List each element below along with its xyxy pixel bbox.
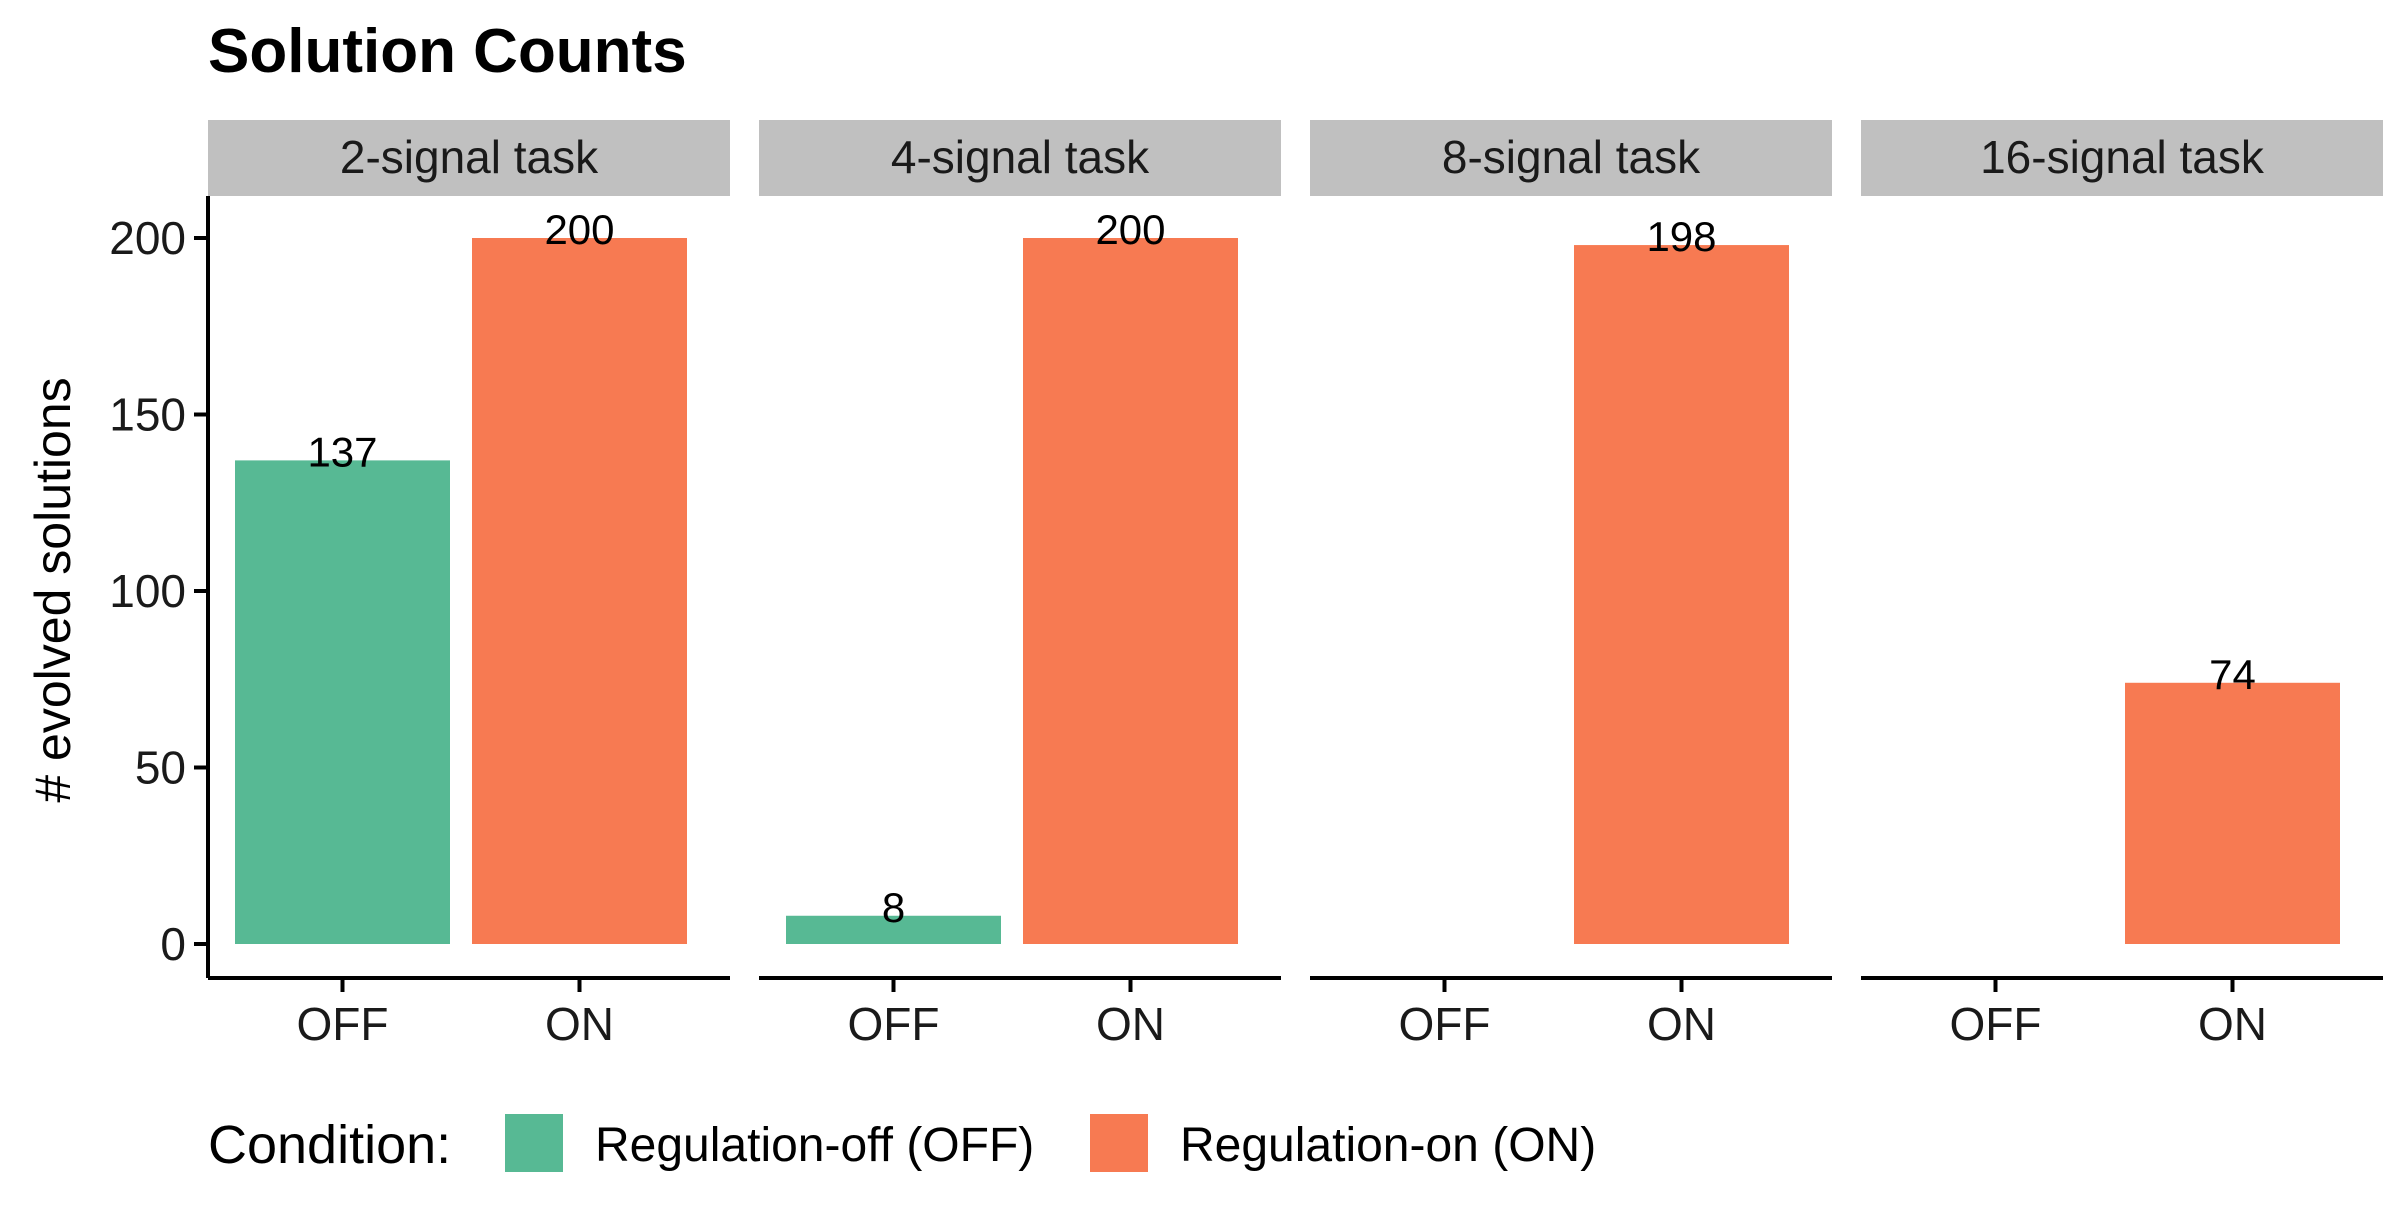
x-tick-label: ON	[2198, 998, 2267, 1050]
data-label: 200	[1095, 206, 1165, 253]
legend-label: Regulation-on (ON)	[1180, 1119, 1596, 1172]
legend-title: Condition:	[208, 1115, 451, 1175]
x-tick-label: ON	[1647, 998, 1716, 1050]
y-tick-label: 150	[109, 389, 186, 441]
y-axis-label: # evolved solutions	[25, 377, 81, 802]
y-tick-label: 100	[109, 565, 186, 617]
y-tick-label: 200	[109, 212, 186, 264]
facet-strip	[759, 120, 1281, 196]
y-tick-label: 0	[160, 918, 186, 970]
x-tick-label: OFF	[1950, 998, 2042, 1050]
facet-strip-label: 4-signal task	[891, 131, 1150, 183]
facet-panel: 8-signal task OFF ON 198	[1310, 120, 1832, 1050]
bar-on	[2125, 682, 2340, 944]
legend-label: Regulation-off (OFF)	[595, 1119, 1034, 1172]
x-tick-label: OFF	[1399, 998, 1491, 1050]
bar-off	[786, 915, 1001, 944]
facet-panels: 2-signal task OFF 137 ON 200 4-signal task OFF…	[208, 120, 2383, 1050]
facet-strip	[208, 120, 730, 196]
x-tick-label: ON	[545, 998, 614, 1050]
facet-panel: 16-signal task OFF ON 74	[1861, 120, 2383, 1050]
legend-swatch-on	[1090, 1114, 1148, 1172]
data-label: 137	[307, 428, 377, 475]
chart-title: Solution Counts	[208, 17, 687, 86]
x-tick-label: OFF	[297, 998, 389, 1050]
bar-off	[235, 460, 450, 944]
facet-strip-label: 2-signal task	[340, 131, 599, 183]
bar-on	[472, 238, 687, 944]
data-label: 198	[1646, 213, 1716, 260]
facet-strip-label: 8-signal task	[1442, 131, 1701, 183]
facet-strip	[1861, 120, 2383, 196]
y-axis: 0 50 100 150 200	[109, 196, 210, 978]
x-tick-label: OFF	[848, 998, 940, 1050]
bar-on	[1574, 245, 1789, 944]
data-label: 200	[544, 206, 614, 253]
legend: Condition: Regulation-off (OFF) Regulatio…	[208, 1114, 1596, 1175]
facet-panel: 4-signal task OFF 8 ON 200	[759, 120, 1281, 1050]
data-label: 8	[882, 884, 905, 931]
legend-items: Regulation-off (OFF) Regulation-on (ON)	[505, 1114, 1596, 1172]
facet-strip-label: 16-signal task	[1980, 131, 2265, 183]
y-tick-label: 50	[135, 742, 186, 794]
x-tick-label: ON	[1096, 998, 1165, 1050]
facet-panel: 2-signal task OFF 137 ON 200	[208, 120, 730, 1050]
legend-swatch-off	[505, 1114, 563, 1172]
data-label: 74	[2209, 651, 2256, 698]
facet-strip	[1310, 120, 1832, 196]
bar-on	[1023, 238, 1238, 944]
